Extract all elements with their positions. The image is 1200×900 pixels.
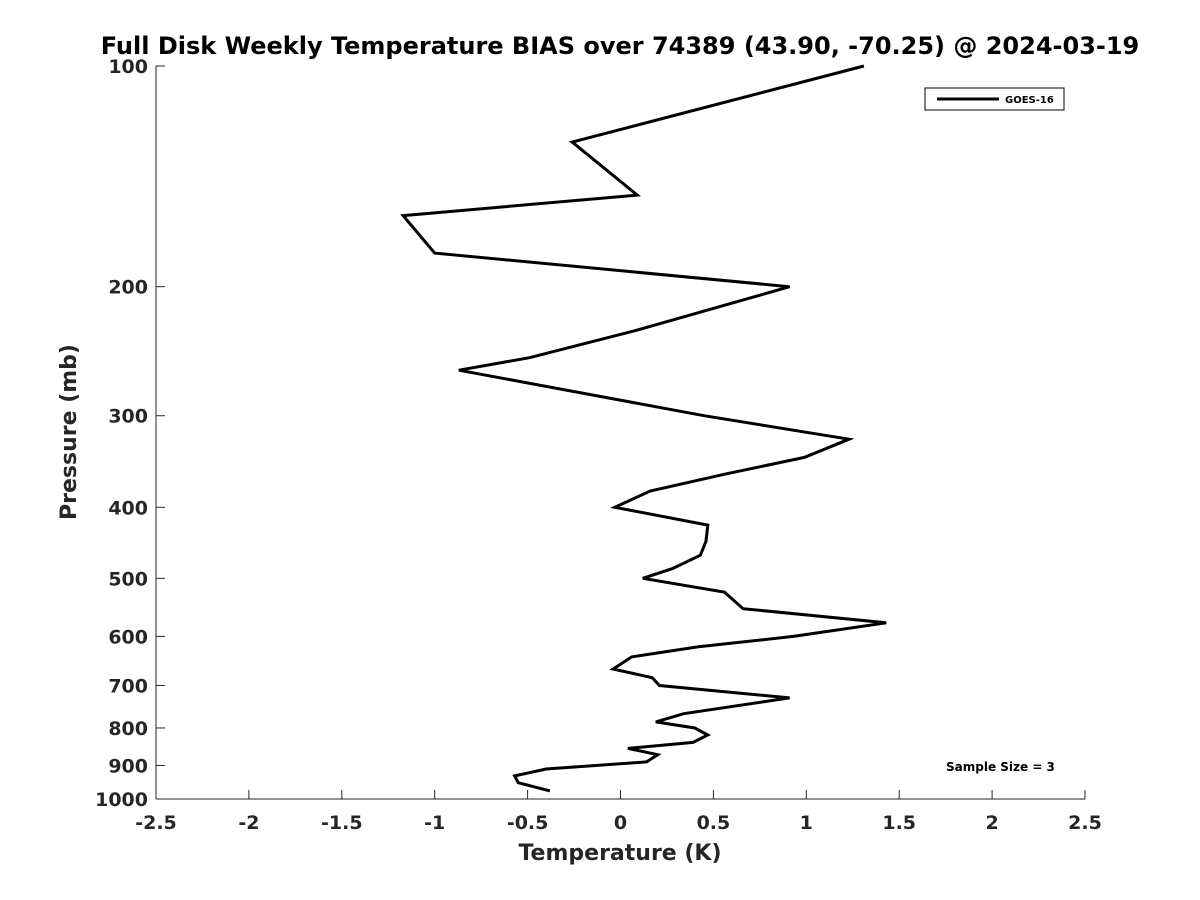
legend: GOES-16: [924, 87, 1065, 111]
y-tick-label: 500: [108, 568, 148, 590]
y-tick-label: 100: [108, 56, 148, 78]
x-ticks: -2.5 -2 -1.5 -1 -0.5 0 0.5 1 1.5 2 2.5: [135, 790, 1102, 834]
y-tick-label: 900: [108, 755, 148, 777]
y-tick-label: 300: [108, 406, 148, 428]
y-tick-label: 1000: [95, 789, 148, 811]
x-tick-label: 2: [985, 812, 998, 834]
x-tick-label: 1.5: [882, 812, 916, 834]
plot-area: -2.5 -2 -1.5 -1 -0.5 0 0.5 1 1.5 2 2.5 100 200 300 40…: [95, 56, 1102, 834]
x-tick-label: 0.5: [697, 812, 731, 834]
legend-label: GOES-16: [1005, 95, 1054, 106]
x-tick-label: 1: [800, 812, 813, 834]
y-ticks: 100 200 300 400 500 600 700 800 900 1000: [95, 56, 165, 811]
y-tick-label: 200: [108, 277, 148, 299]
x-axis-label: Temperature (K): [518, 841, 721, 866]
y-tick-label: 700: [108, 675, 148, 697]
x-tick-label: -2: [238, 812, 259, 834]
x-tick-label: -1: [424, 812, 445, 834]
x-tick-label: 0: [614, 812, 627, 834]
y-tick-label: 800: [108, 718, 148, 740]
x-tick-label: -2.5: [135, 812, 177, 834]
x-tick-label: -0.5: [507, 812, 549, 834]
series-line-goes-16: [400, 64, 887, 793]
x-tick-label: -1.5: [321, 812, 363, 834]
sample-size-annotation: Sample Size = 3: [946, 760, 1055, 774]
chart-title: Full Disk Weekly Temperature BIAS over 7…: [101, 32, 1140, 60]
y-axis-label: Pressure (mb): [57, 344, 82, 520]
y-tick-label: 400: [108, 497, 148, 519]
x-tick-label: 2.5: [1068, 812, 1102, 834]
y-tick-label: 600: [108, 626, 148, 648]
